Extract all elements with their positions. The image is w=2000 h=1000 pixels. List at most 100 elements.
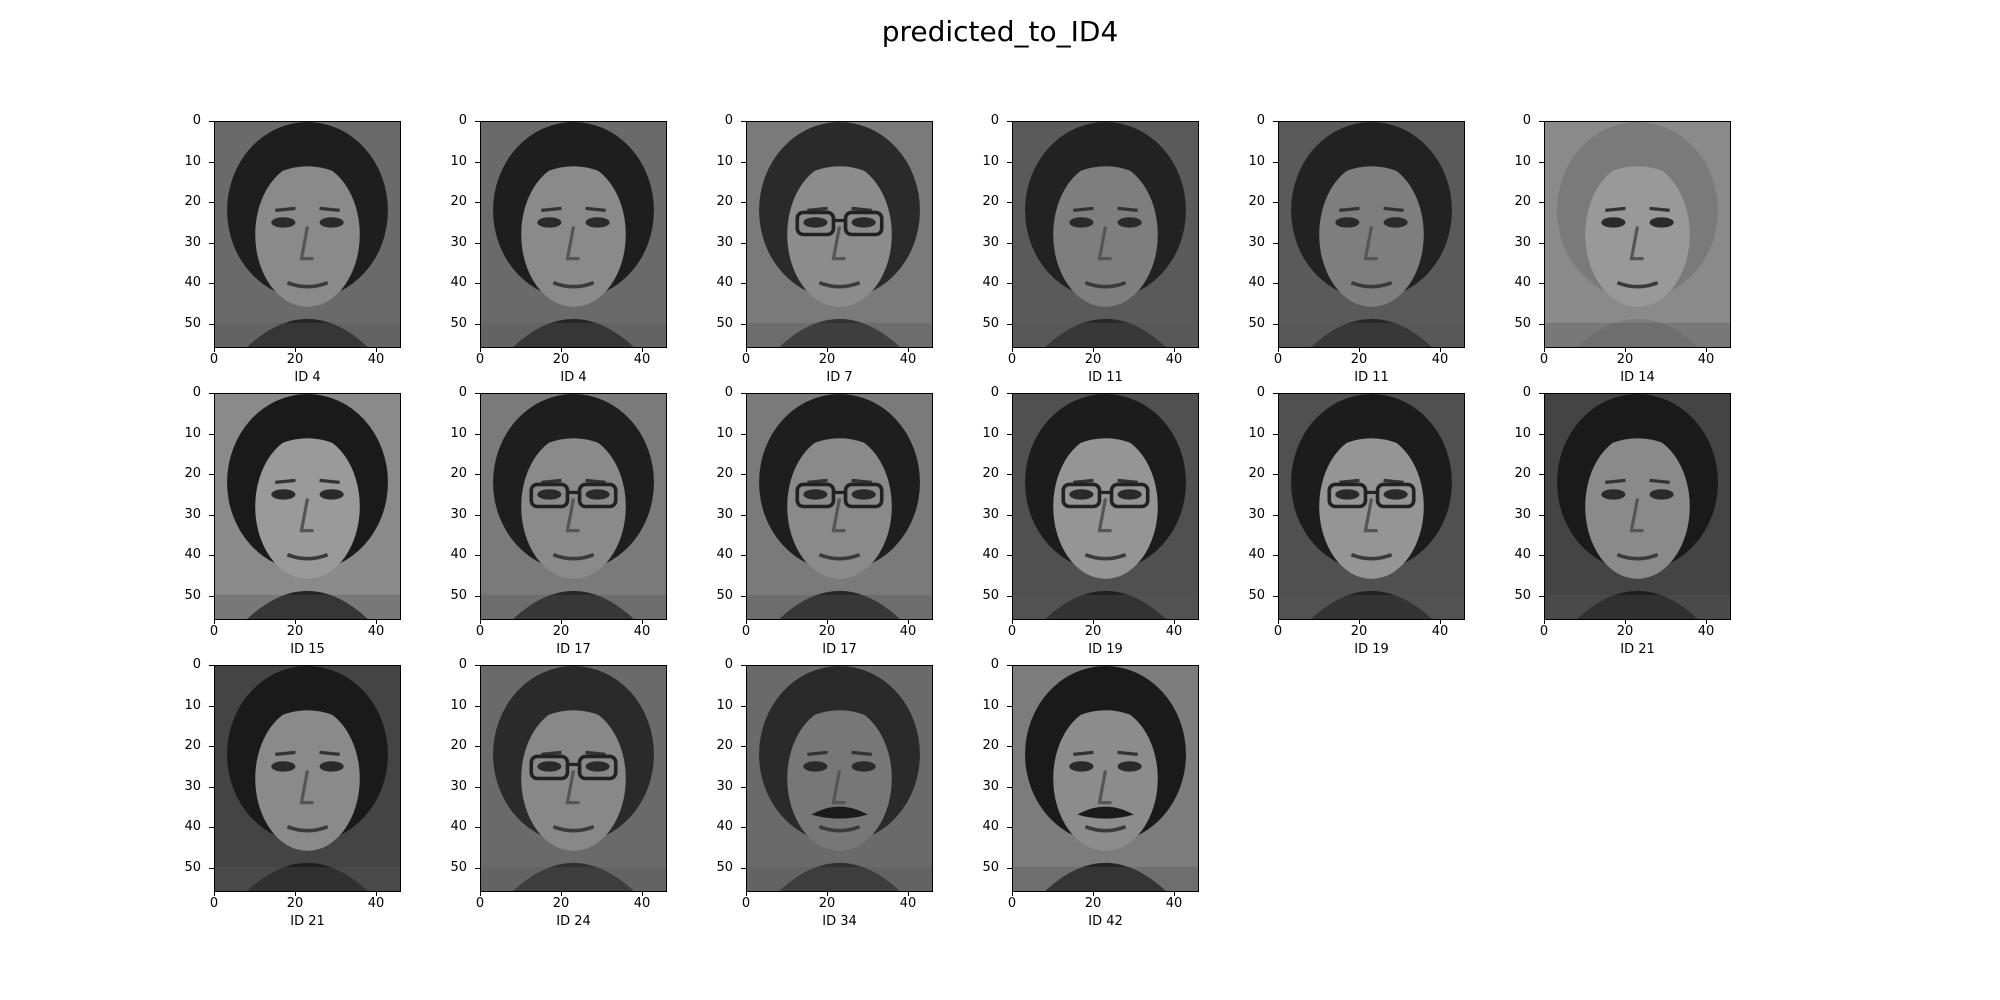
x-tick-label: 20 — [807, 620, 847, 640]
image-axes — [746, 121, 933, 348]
y-tick-label: 50 — [1491, 588, 1544, 604]
face-image — [1013, 666, 1198, 891]
face-image — [1013, 122, 1198, 347]
image-axes — [214, 121, 401, 348]
x-tick-label: 20 — [1605, 348, 1645, 368]
y-tick-label: 40 — [161, 547, 214, 563]
subplot-id-label: ID 42 — [1088, 914, 1123, 929]
x-tick-label: 20 — [275, 348, 315, 368]
y-tick-label: 40 — [1225, 275, 1278, 291]
subplot-id-label: ID 7 — [826, 370, 853, 385]
y-tick-label: 20 — [1225, 466, 1278, 482]
y-tick-label: 20 — [693, 466, 746, 482]
x-tick-label: 0 — [992, 620, 1032, 640]
x-tick-label: 0 — [1258, 348, 1298, 368]
y-tick-label: 0 — [1491, 113, 1544, 129]
y-tick-label: 20 — [161, 194, 214, 210]
y-tick-label: 10 — [427, 426, 480, 442]
face-subplot: 0 10 20 30 40 50 0 20 40 ID 42 — [957, 657, 1202, 930]
x-tick-label: 0 — [992, 892, 1032, 912]
subplot-id-label: ID 19 — [1088, 642, 1123, 657]
face-image — [215, 666, 400, 891]
y-tick-label: 40 — [1225, 547, 1278, 563]
y-tick-label: 30 — [959, 779, 1012, 795]
x-tick-label: 0 — [726, 892, 766, 912]
x-tick-label: 0 — [1524, 620, 1564, 640]
y-tick-label: 0 — [693, 113, 746, 129]
y-tick-label: 30 — [427, 235, 480, 251]
face-subplot: 0 10 20 30 40 50 0 20 40 ID 19 — [957, 385, 1202, 658]
x-tick-label: 40 — [1420, 620, 1460, 640]
subplot-id-label: ID 15 — [290, 642, 325, 657]
y-tick-label: 50 — [427, 588, 480, 604]
x-tick-label: 40 — [1154, 892, 1194, 912]
face-image — [481, 394, 666, 619]
y-tick-label: 10 — [693, 154, 746, 170]
x-tick-label: 20 — [275, 620, 315, 640]
subplot-id-label: ID 11 — [1088, 370, 1123, 385]
face-subplot: 0 10 20 30 40 50 0 20 40 ID 4 — [425, 113, 670, 386]
y-tick-label: 10 — [959, 698, 1012, 714]
y-tick-label: 40 — [427, 275, 480, 291]
y-tick-label: 50 — [1225, 316, 1278, 332]
image-axes — [1012, 665, 1199, 892]
y-tick-label: 50 — [693, 588, 746, 604]
subplot-id-label: ID 11 — [1354, 370, 1389, 385]
y-tick-label: 50 — [1225, 588, 1278, 604]
x-tick-label: 0 — [992, 348, 1032, 368]
x-tick-label: 40 — [888, 620, 928, 640]
y-tick-label: 30 — [427, 507, 480, 523]
y-tick-label: 40 — [161, 819, 214, 835]
face-subplot: 0 10 20 30 40 50 0 20 40 ID 19 — [1223, 385, 1468, 658]
x-tick-label: 20 — [1605, 620, 1645, 640]
y-tick-label: 20 — [427, 466, 480, 482]
x-tick-label: 20 — [541, 620, 581, 640]
figure-title: predicted_to_ID4 — [881, 15, 1119, 48]
y-tick-label: 20 — [161, 466, 214, 482]
x-tick-label: 40 — [356, 892, 396, 912]
y-tick-label: 10 — [161, 426, 214, 442]
subplot-id-label: ID 21 — [1620, 642, 1655, 657]
y-tick-label: 40 — [959, 819, 1012, 835]
image-axes — [1544, 393, 1731, 620]
face-subplot: 0 10 20 30 40 50 0 20 40 ID 17 — [425, 385, 670, 658]
y-tick-label: 50 — [693, 860, 746, 876]
y-tick-label: 10 — [693, 426, 746, 442]
y-tick-label: 10 — [1491, 154, 1544, 170]
subplot-id-label: ID 17 — [556, 642, 591, 657]
image-axes — [214, 665, 401, 892]
image-axes — [1278, 121, 1465, 348]
y-tick-label: 40 — [427, 819, 480, 835]
image-axes — [480, 121, 667, 348]
y-tick-label: 0 — [427, 385, 480, 401]
x-tick-label: 0 — [1258, 620, 1298, 640]
image-axes — [214, 393, 401, 620]
face-image — [747, 394, 932, 619]
y-tick-label: 30 — [1225, 507, 1278, 523]
y-tick-label: 0 — [1225, 113, 1278, 129]
face-image — [1545, 122, 1730, 347]
y-tick-label: 30 — [161, 779, 214, 795]
face-subplot: 0 10 20 30 40 50 0 20 40 ID 21 — [1489, 385, 1734, 658]
x-tick-label: 0 — [726, 348, 766, 368]
y-tick-label: 20 — [161, 738, 214, 754]
y-tick-label: 20 — [693, 194, 746, 210]
x-tick-label: 40 — [356, 348, 396, 368]
image-axes — [746, 665, 933, 892]
subplot-id-label: ID 21 — [290, 914, 325, 929]
subplot-id-label: ID 19 — [1354, 642, 1389, 657]
y-tick-label: 10 — [427, 698, 480, 714]
face-image — [1545, 394, 1730, 619]
subplot-id-label: ID 24 — [556, 914, 591, 929]
image-axes — [480, 393, 667, 620]
y-tick-label: 10 — [1225, 426, 1278, 442]
x-tick-label: 40 — [622, 892, 662, 912]
y-tick-label: 0 — [161, 385, 214, 401]
y-tick-label: 10 — [1491, 426, 1544, 442]
image-axes — [480, 665, 667, 892]
y-tick-label: 30 — [1225, 235, 1278, 251]
face-subplot: 0 10 20 30 40 50 0 20 40 ID 7 — [691, 113, 936, 386]
x-tick-label: 0 — [460, 892, 500, 912]
face-subplot: 0 10 20 30 40 50 0 20 40 ID 11 — [1223, 113, 1468, 386]
x-tick-label: 0 — [194, 620, 234, 640]
